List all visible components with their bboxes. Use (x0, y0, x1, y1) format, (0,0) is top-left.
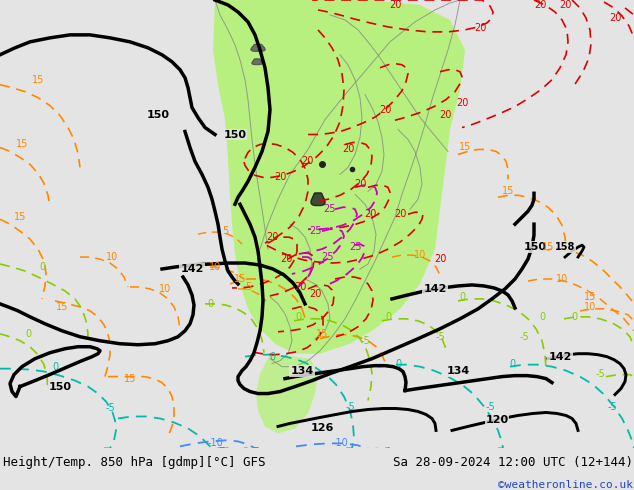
Text: 20: 20 (342, 145, 354, 154)
Text: 20: 20 (378, 104, 391, 115)
Text: 20: 20 (559, 0, 571, 10)
Text: 20: 20 (294, 282, 306, 292)
Polygon shape (256, 354, 318, 434)
Text: 25: 25 (324, 204, 336, 214)
Text: -5: -5 (360, 336, 370, 346)
Text: 20: 20 (456, 98, 468, 108)
Text: 0: 0 (459, 292, 465, 302)
Text: -5: -5 (595, 368, 605, 379)
Polygon shape (213, 0, 465, 354)
Text: 20: 20 (394, 209, 406, 219)
Text: 0: 0 (269, 352, 275, 362)
Text: 0: 0 (207, 299, 213, 309)
Text: 15: 15 (124, 373, 136, 384)
Text: 0: 0 (52, 362, 58, 371)
Polygon shape (311, 193, 325, 206)
Text: 10: 10 (556, 274, 568, 284)
Text: 0: 0 (39, 262, 45, 272)
Text: 20: 20 (474, 23, 486, 33)
Text: Height/Temp. 850 hPa [gdmp][°C] GFS: Height/Temp. 850 hPa [gdmp][°C] GFS (3, 456, 266, 469)
Text: 0: 0 (385, 312, 391, 322)
Text: 20: 20 (274, 172, 286, 182)
Text: 20: 20 (439, 110, 451, 120)
Text: 0: 0 (539, 312, 545, 322)
Text: 20: 20 (266, 232, 278, 242)
Text: -5: -5 (105, 403, 115, 414)
Text: -5: -5 (485, 401, 495, 412)
Text: 10: 10 (159, 284, 171, 294)
Text: 15: 15 (14, 212, 26, 222)
Text: 25: 25 (309, 226, 321, 236)
Text: 10: 10 (414, 250, 426, 260)
Text: 142: 142 (180, 264, 204, 274)
Text: 15: 15 (542, 242, 554, 252)
Polygon shape (252, 59, 262, 65)
Text: -5: -5 (519, 332, 529, 342)
Text: 20: 20 (301, 156, 313, 167)
Text: 150: 150 (146, 110, 169, 120)
Text: 15: 15 (56, 302, 68, 312)
Text: 150: 150 (224, 129, 247, 140)
Text: 15: 15 (316, 329, 328, 339)
Text: 150: 150 (48, 382, 72, 392)
Text: 10: 10 (584, 302, 596, 312)
Text: 158: 158 (555, 242, 575, 252)
Text: 126: 126 (310, 423, 333, 434)
Text: 20: 20 (364, 209, 376, 219)
Text: 10: 10 (106, 252, 118, 262)
Text: 20: 20 (389, 0, 401, 10)
Text: 134: 134 (290, 366, 314, 376)
Text: 15: 15 (502, 186, 514, 196)
Text: Sa 28-09-2024 12:00 UTC (12+144): Sa 28-09-2024 12:00 UTC (12+144) (392, 456, 633, 469)
Text: 0: 0 (571, 312, 577, 322)
Text: 15: 15 (234, 274, 246, 284)
Text: ©weatheronline.co.uk: ©weatheronline.co.uk (498, 480, 633, 490)
Text: 5: 5 (245, 282, 251, 292)
Text: 5: 5 (222, 226, 228, 236)
Text: 25: 25 (321, 252, 334, 262)
Text: -5: -5 (435, 332, 445, 342)
Text: -10: -10 (207, 439, 223, 448)
Text: 142: 142 (548, 352, 572, 362)
Text: 10: 10 (209, 262, 221, 272)
Text: 20: 20 (434, 254, 446, 264)
Text: 15: 15 (584, 292, 596, 302)
Text: 0: 0 (295, 312, 301, 322)
Text: 25: 25 (350, 242, 362, 252)
Text: -10: -10 (332, 439, 348, 448)
Text: 0: 0 (509, 359, 515, 368)
Text: 20: 20 (280, 254, 292, 264)
Text: 20: 20 (534, 0, 546, 10)
Text: 120: 120 (486, 416, 508, 425)
Text: 20: 20 (354, 179, 366, 189)
Text: 15: 15 (32, 74, 44, 85)
Text: 15: 15 (16, 140, 28, 149)
Text: 0: 0 (25, 329, 31, 339)
Text: -5: -5 (607, 401, 617, 412)
Text: 142: 142 (424, 284, 447, 294)
Text: 150: 150 (524, 242, 547, 252)
Text: 20: 20 (609, 13, 621, 23)
Text: 134: 134 (446, 366, 470, 376)
Text: -5: -5 (345, 401, 355, 412)
Polygon shape (251, 44, 265, 51)
Text: 0: 0 (395, 359, 401, 368)
Text: 20: 20 (309, 289, 321, 299)
Text: 15: 15 (459, 143, 471, 152)
